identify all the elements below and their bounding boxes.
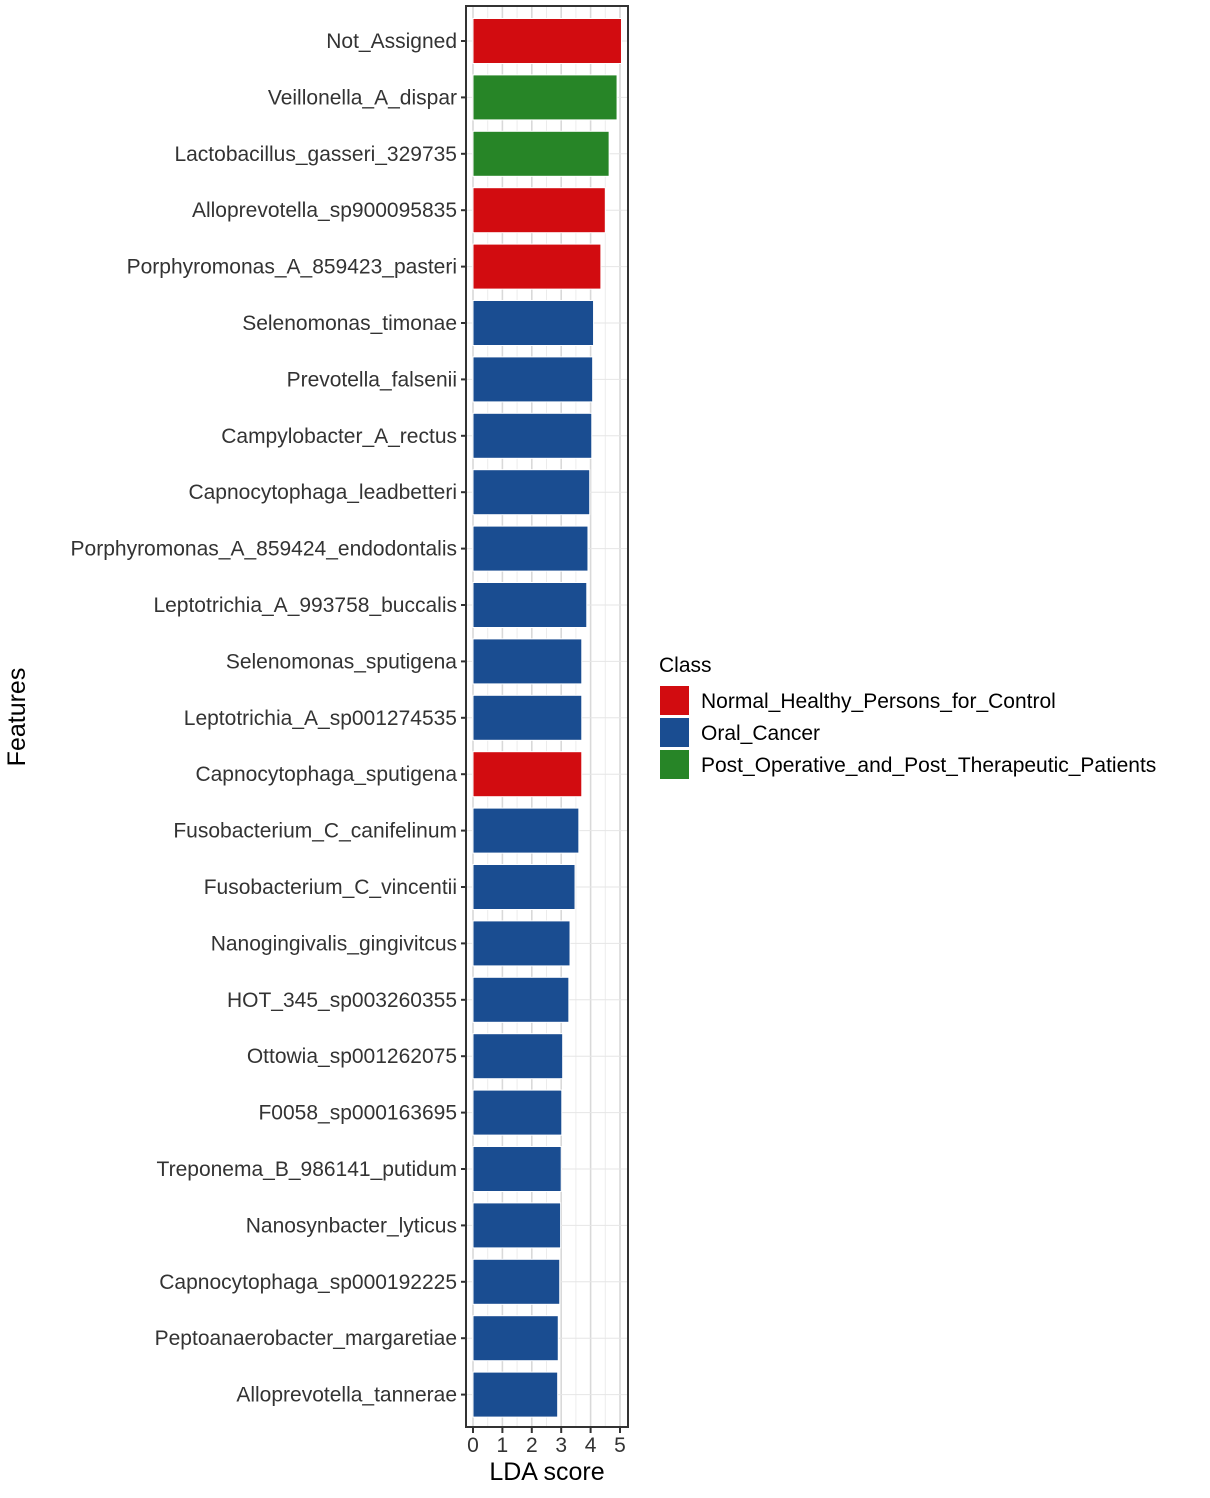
bar	[472, 807, 580, 854]
y-tick-label: Capnocytophaga_sputigena	[195, 763, 457, 786]
legend-swatch	[660, 686, 689, 715]
bar	[472, 1202, 562, 1249]
bar	[472, 300, 595, 346]
bar	[472, 976, 570, 1023]
bar	[472, 412, 593, 459]
bar	[472, 1146, 562, 1192]
y-tick-label: Alloprevotella_tannerae	[236, 1384, 457, 1407]
x-axis-title: LDA score	[489, 1458, 604, 1486]
y-tick-label: Ottowia_sp001262075	[247, 1045, 457, 1068]
x-tick-label: 4	[585, 1434, 597, 1457]
y-tick-label: Nanosynbacter_lyticus	[246, 1214, 457, 1237]
y-axis: Not_Assigned Veillonella_A_dispar Lactobac…	[71, 30, 466, 1407]
bar	[472, 694, 583, 741]
legend-label: Oral_Cancer	[701, 722, 820, 745]
legend-swatch	[660, 718, 689, 747]
y-tick-label: Leptotrichia_A_sp001274535	[184, 707, 457, 730]
y-tick-label: Alloprevotella_sp900095835	[192, 199, 457, 222]
y-tick-label: Lactobacillus_gasseri_329735	[174, 143, 457, 166]
bar	[472, 187, 606, 234]
y-tick-label: Fusobacterium_C_vincentii	[204, 876, 457, 899]
y-tick-label: Veillonella_A_dispar	[268, 86, 457, 109]
legend-label: Normal_Healthy_Persons_for_Control	[701, 690, 1056, 713]
bar	[472, 525, 589, 572]
bar	[472, 18, 622, 64]
legend-title: Class	[659, 654, 712, 677]
y-tick-label: Treponema_B_986141_putidum	[157, 1158, 457, 1181]
bar	[472, 638, 583, 685]
bar	[472, 1089, 563, 1136]
bar	[472, 1033, 564, 1080]
y-tick-label: Selenomonas_sputigena	[226, 650, 457, 673]
x-tick-label: 3	[555, 1434, 567, 1457]
y-tick-label: Not_Assigned	[326, 30, 457, 53]
bar	[472, 1315, 559, 1362]
plot-panel-border	[465, 5, 629, 1428]
y-tick-label: Campylobacter_A_rectus	[221, 425, 457, 448]
bar	[472, 469, 591, 516]
bar	[472, 751, 583, 798]
x-tick-label: 2	[526, 1434, 538, 1457]
x-tick-label: 5	[614, 1434, 626, 1457]
bar	[472, 1258, 561, 1305]
y-tick-label: Porphyromonas_A_859423_pasteri	[127, 256, 457, 279]
bar	[472, 582, 588, 628]
y-tick-label: Peptoanaerobacter_margaretiae	[155, 1327, 457, 1350]
y-tick-label: Selenomonas_timonae	[242, 312, 457, 335]
x-tick-label: 0	[467, 1434, 479, 1457]
bar	[472, 130, 610, 177]
x-tick-label: 1	[497, 1434, 509, 1457]
y-tick-label: Porphyromonas_A_859424_endodontalis	[71, 538, 457, 561]
bar	[472, 356, 594, 403]
legend: Class Normal_Healthy_Persons_for_Control…	[659, 654, 1156, 779]
bar	[472, 243, 602, 290]
legend-label: Post_Operative_and_Post_Therapeutic_Pati…	[701, 754, 1156, 777]
y-tick-label: Capnocytophaga_leadbetteri	[188, 481, 457, 504]
legend-swatch	[660, 750, 689, 779]
y-tick-label: Prevotella_falsenii	[287, 368, 457, 391]
bar	[472, 74, 618, 121]
y-tick-label: Leptotrichia_A_993758_buccalis	[153, 594, 457, 617]
bar	[472, 864, 576, 910]
y-tick-label: Capnocytophaga_sp000192225	[159, 1271, 457, 1294]
y-axis-title: Features	[3, 668, 31, 767]
y-tick-label: F0058_sp000163695	[258, 1102, 457, 1125]
y-tick-label: HOT_345_sp003260355	[227, 989, 457, 1012]
y-tick-label: Nanogingivalis_gingivitcus	[211, 932, 457, 955]
bar	[472, 1371, 559, 1418]
y-tick-label: Fusobacterium_C_canifelinum	[173, 820, 457, 843]
bar	[472, 920, 571, 967]
bars	[472, 18, 622, 1418]
